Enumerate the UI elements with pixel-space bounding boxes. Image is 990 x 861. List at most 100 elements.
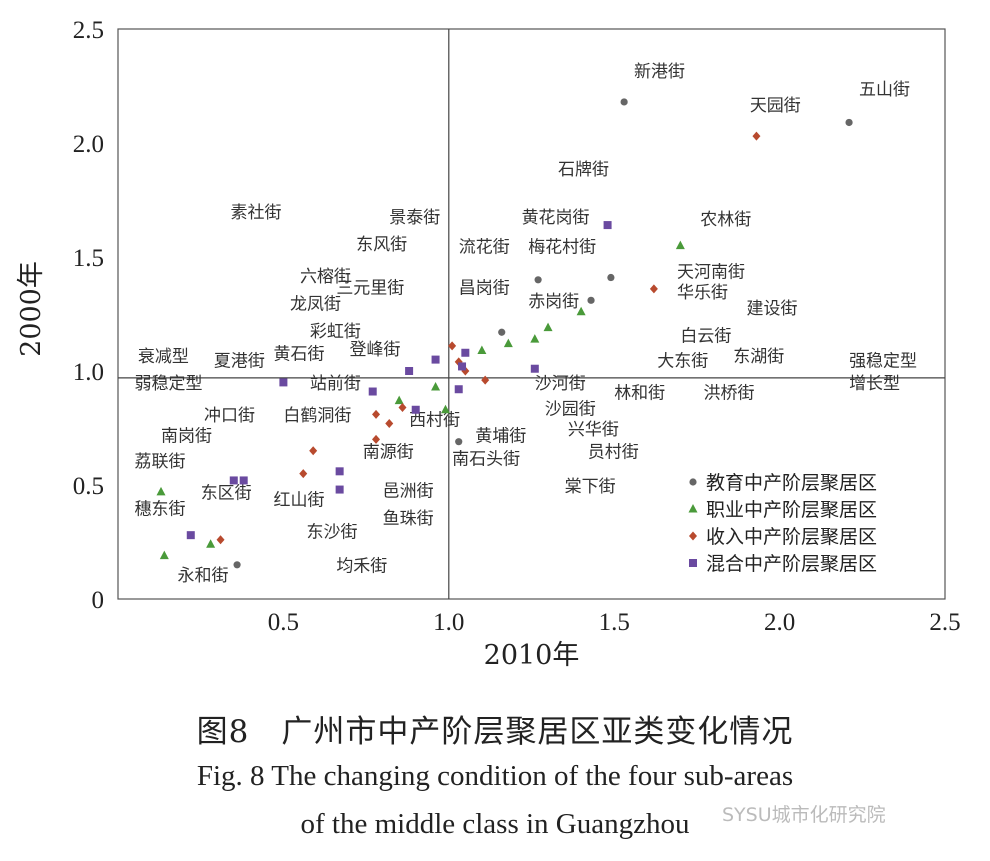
point-label: 南石头街 [452, 449, 520, 469]
x-tick-label: 1.5 [599, 609, 630, 636]
data-point-square [603, 221, 612, 230]
data-point-circle [233, 561, 241, 569]
point-label: 黄花岗街 [522, 208, 590, 228]
figure-caption-english-line2: of the middle class in Guangzhou [300, 808, 690, 840]
point-label: 六榕街 [300, 267, 351, 287]
point-label: 邑洲街 [383, 481, 434, 501]
data-point-triangle [675, 240, 685, 250]
data-point-square [279, 378, 288, 387]
x-axis-label: 2010年 [484, 640, 580, 671]
point-label: 夏港街 [214, 351, 265, 371]
point-label: 穗东街 [135, 500, 186, 520]
y-tick-label: 0 [92, 587, 105, 614]
data-point-triangle [543, 322, 553, 332]
watermark-text: SYSU城市化研究院 [722, 804, 886, 826]
point-label: 龙凤街 [290, 294, 341, 314]
point-label: 流花街 [459, 237, 510, 257]
data-point-triangle [440, 404, 450, 414]
point-label: 华乐街 [677, 283, 728, 303]
point-label: 东湖街 [733, 347, 784, 367]
data-points [156, 98, 853, 569]
data-point-circle [587, 296, 595, 304]
point-label: 白云街 [680, 326, 731, 346]
data-point-diamond [372, 434, 381, 444]
data-point-circle [534, 276, 542, 284]
point-label: 增长型 [849, 374, 900, 394]
point-label: 衰减型 [138, 347, 189, 367]
data-point-square [461, 348, 470, 357]
point-label: 石牌街 [558, 160, 609, 180]
reference-lines [118, 29, 945, 599]
point-label: 南岗街 [161, 427, 212, 447]
y-tick-label: 2.0 [73, 131, 104, 158]
point-label: 景泰街 [389, 208, 440, 228]
point-label: 东沙街 [307, 522, 358, 542]
data-point-square [454, 385, 463, 394]
point-label: 鱼珠街 [383, 509, 434, 529]
data-point-square [405, 367, 414, 375]
y-axis-ticks: 0 0.5 1.0 1.5 2.0 2.5 [73, 17, 104, 614]
point-label: 三元里街 [336, 278, 404, 298]
y-tick-label: 1.0 [73, 359, 104, 386]
data-point-diamond [481, 375, 490, 385]
data-point-square [229, 476, 238, 485]
point-label: 棠下街 [565, 477, 616, 497]
figure-caption-chinese: 图8 广州市中产阶层聚居区亚类变化情况 [196, 714, 794, 750]
data-point-circle [607, 273, 615, 282]
data-point-circle [455, 438, 463, 446]
data-point-triangle [206, 539, 216, 548]
point-label: 建设街 [747, 299, 798, 319]
legend-entry-label: 职业中产阶层聚居区 [706, 499, 877, 521]
point-label: 白鹤洞街 [283, 406, 351, 426]
point-label: 红山街 [273, 491, 324, 511]
point-label: 彩虹街 [310, 322, 361, 342]
data-point-square [431, 355, 440, 364]
x-tick-label: 2.5 [929, 609, 960, 636]
data-point-triangle [156, 486, 166, 496]
point-label: 均禾街 [336, 557, 387, 577]
data-point-diamond [385, 418, 394, 428]
point-label: 五山街 [859, 80, 910, 100]
point-label: 洪桥街 [704, 383, 755, 403]
data-point-diamond [299, 469, 308, 479]
scatter-chart: 0 0.5 1.0 1.5 2.0 2.5 0.5 1.0 1.5 2.0 2.5 2010年 2… [16, 17, 961, 671]
y-tick-label: 2.5 [73, 17, 104, 44]
figure-caption-english-line1: Fig. 8 The changing condition of the fou… [196, 760, 794, 792]
point-label: 荔联街 [135, 452, 186, 472]
point-label: 天河南街 [677, 263, 745, 283]
point-label: 冲口街 [204, 406, 255, 426]
point-label: 西村街 [409, 411, 460, 431]
data-point-triangle [503, 338, 513, 348]
x-tick-label: 0.5 [268, 609, 299, 636]
point-label: 员村街 [588, 443, 639, 463]
point-label: 永和街 [178, 566, 229, 586]
data-point-diamond [752, 131, 761, 141]
data-point-square [186, 531, 195, 540]
data-point-diamond [372, 409, 381, 419]
data-point-circle [620, 98, 628, 106]
point-label: 强稳定型 [849, 351, 917, 371]
legend-marker-diamond [689, 531, 697, 541]
data-point-triangle [394, 395, 404, 405]
point-label: 农林街 [700, 210, 751, 230]
y-tick-label: 0.5 [73, 473, 104, 500]
data-point-diamond [448, 341, 457, 351]
data-point-triangle [159, 550, 169, 560]
point-label: 林和街 [614, 383, 665, 403]
data-point-square [335, 485, 344, 494]
data-point-triangle [477, 345, 487, 354]
point-label: 南源街 [363, 443, 414, 463]
point-label: 天园街 [750, 96, 801, 116]
point-label: 黄石街 [273, 345, 324, 365]
data-point-square [368, 387, 377, 396]
data-point-diamond [398, 402, 407, 412]
data-point-square [530, 364, 539, 373]
plot-frame [117, 28, 946, 600]
data-point-circle [498, 328, 506, 336]
data-point-square [335, 467, 344, 476]
data-point-diamond [216, 535, 225, 545]
y-tick-label: 1.5 [73, 245, 104, 272]
data-point-diamond [309, 446, 318, 456]
point-label: 站前街 [310, 374, 361, 394]
